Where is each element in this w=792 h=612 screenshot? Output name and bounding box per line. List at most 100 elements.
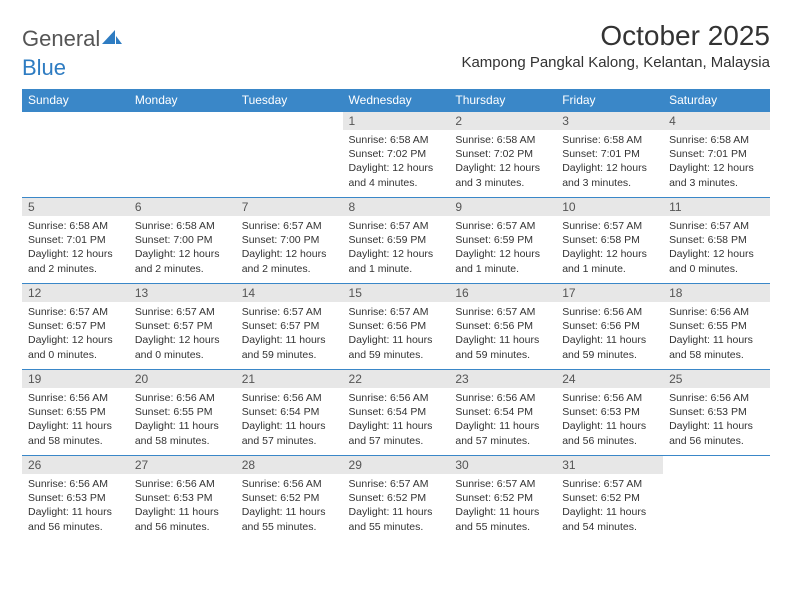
sunrise-text: Sunrise: 6:57 AM <box>135 305 230 319</box>
sunset-text: Sunset: 6:53 PM <box>135 491 230 505</box>
day-number: 19 <box>22 370 129 388</box>
day-number <box>663 456 770 474</box>
daylight-text: Daylight: 11 hours and 57 minutes. <box>242 419 337 447</box>
day-content: Sunrise: 6:56 AMSunset: 6:55 PMDaylight:… <box>22 388 129 452</box>
sunset-text: Sunset: 6:53 PM <box>562 405 657 419</box>
day-number: 24 <box>556 370 663 388</box>
day-number: 6 <box>129 198 236 216</box>
sunrise-text: Sunrise: 6:58 AM <box>669 133 764 147</box>
sunrise-text: Sunrise: 6:56 AM <box>669 305 764 319</box>
day-number: 29 <box>343 456 450 474</box>
day-number: 5 <box>22 198 129 216</box>
daylight-text: Daylight: 11 hours and 59 minutes. <box>349 333 444 361</box>
sunset-text: Sunset: 6:56 PM <box>562 319 657 333</box>
calendar-cell <box>236 112 343 198</box>
calendar-cell: 8Sunrise: 6:57 AMSunset: 6:59 PMDaylight… <box>343 198 450 284</box>
calendar-cell: 17Sunrise: 6:56 AMSunset: 6:56 PMDayligh… <box>556 284 663 370</box>
sunset-text: Sunset: 6:57 PM <box>135 319 230 333</box>
day-content: Sunrise: 6:57 AMSunset: 6:52 PMDaylight:… <box>449 474 556 538</box>
day-content: Sunrise: 6:58 AMSunset: 7:02 PMDaylight:… <box>449 130 556 194</box>
calendar-cell: 28Sunrise: 6:56 AMSunset: 6:52 PMDayligh… <box>236 456 343 542</box>
calendar-week-row: 12Sunrise: 6:57 AMSunset: 6:57 PMDayligh… <box>22 284 770 370</box>
day-content: Sunrise: 6:56 AMSunset: 6:54 PMDaylight:… <box>449 388 556 452</box>
day-number: 11 <box>663 198 770 216</box>
logo: General <box>22 26 122 52</box>
day-content: Sunrise: 6:57 AMSunset: 6:57 PMDaylight:… <box>236 302 343 366</box>
calendar-cell: 16Sunrise: 6:57 AMSunset: 6:56 PMDayligh… <box>449 284 556 370</box>
day-content: Sunrise: 6:57 AMSunset: 6:58 PMDaylight:… <box>556 216 663 280</box>
day-number <box>236 112 343 130</box>
calendar-cell: 21Sunrise: 6:56 AMSunset: 6:54 PMDayligh… <box>236 370 343 456</box>
location-text: Kampong Pangkal Kalong, Kelantan, Malays… <box>461 54 770 71</box>
sunrise-text: Sunrise: 6:56 AM <box>28 391 123 405</box>
daylight-text: Daylight: 12 hours and 1 minute. <box>349 247 444 275</box>
sunset-text: Sunset: 6:59 PM <box>455 233 550 247</box>
sunrise-text: Sunrise: 6:58 AM <box>349 133 444 147</box>
calendar-cell: 10Sunrise: 6:57 AMSunset: 6:58 PMDayligh… <box>556 198 663 284</box>
calendar-week-row: 26Sunrise: 6:56 AMSunset: 6:53 PMDayligh… <box>22 456 770 542</box>
calendar-table: SundayMondayTuesdayWednesdayThursdayFrid… <box>22 89 770 542</box>
day-number: 18 <box>663 284 770 302</box>
calendar-head: SundayMondayTuesdayWednesdayThursdayFrid… <box>22 89 770 112</box>
daylight-text: Daylight: 12 hours and 2 minutes. <box>135 247 230 275</box>
day-number: 2 <box>449 112 556 130</box>
weekday-header: Monday <box>129 89 236 112</box>
weekday-header: Wednesday <box>343 89 450 112</box>
calendar-cell: 25Sunrise: 6:56 AMSunset: 6:53 PMDayligh… <box>663 370 770 456</box>
daylight-text: Daylight: 11 hours and 56 minutes. <box>135 505 230 533</box>
daylight-text: Daylight: 11 hours and 59 minutes. <box>562 333 657 361</box>
sunset-text: Sunset: 6:56 PM <box>349 319 444 333</box>
day-number: 3 <box>556 112 663 130</box>
calendar-cell: 24Sunrise: 6:56 AMSunset: 6:53 PMDayligh… <box>556 370 663 456</box>
sunrise-text: Sunrise: 6:58 AM <box>562 133 657 147</box>
day-number: 16 <box>449 284 556 302</box>
sunrise-text: Sunrise: 6:58 AM <box>135 219 230 233</box>
day-number: 7 <box>236 198 343 216</box>
sunrise-text: Sunrise: 6:58 AM <box>455 133 550 147</box>
day-number: 31 <box>556 456 663 474</box>
daylight-text: Daylight: 12 hours and 2 minutes. <box>242 247 337 275</box>
day-number: 4 <box>663 112 770 130</box>
sunrise-text: Sunrise: 6:57 AM <box>455 305 550 319</box>
day-number: 15 <box>343 284 450 302</box>
calendar-cell: 29Sunrise: 6:57 AMSunset: 6:52 PMDayligh… <box>343 456 450 542</box>
month-title: October 2025 <box>461 20 770 52</box>
day-content: Sunrise: 6:58 AMSunset: 7:02 PMDaylight:… <box>343 130 450 194</box>
calendar-week-row: 1Sunrise: 6:58 AMSunset: 7:02 PMDaylight… <box>22 112 770 198</box>
calendar-cell: 2Sunrise: 6:58 AMSunset: 7:02 PMDaylight… <box>449 112 556 198</box>
sunset-text: Sunset: 6:52 PM <box>349 491 444 505</box>
sunrise-text: Sunrise: 6:56 AM <box>562 391 657 405</box>
sunrise-text: Sunrise: 6:56 AM <box>455 391 550 405</box>
sunset-text: Sunset: 6:59 PM <box>349 233 444 247</box>
daylight-text: Daylight: 11 hours and 57 minutes. <box>349 419 444 447</box>
sunrise-text: Sunrise: 6:57 AM <box>562 477 657 491</box>
calendar-cell: 27Sunrise: 6:56 AMSunset: 6:53 PMDayligh… <box>129 456 236 542</box>
sunrise-text: Sunrise: 6:56 AM <box>28 477 123 491</box>
calendar-cell: 9Sunrise: 6:57 AMSunset: 6:59 PMDaylight… <box>449 198 556 284</box>
title-block: October 2025 Kampong Pangkal Kalong, Kel… <box>461 20 770 71</box>
calendar-cell: 7Sunrise: 6:57 AMSunset: 7:00 PMDaylight… <box>236 198 343 284</box>
calendar-cell: 6 Sunrise: 6:58 AMSunset: 7:00 PMDaylight… <box>129 198 236 284</box>
sunrise-text: Sunrise: 6:57 AM <box>455 477 550 491</box>
calendar-cell <box>22 112 129 198</box>
logo-text-2: Blue <box>22 55 66 81</box>
sunrise-text: Sunrise: 6:58 AM <box>28 219 123 233</box>
day-content: Sunrise: 6:57 AMSunset: 6:58 PMDaylight:… <box>663 216 770 280</box>
day-number: 26 <box>22 456 129 474</box>
sunset-text: Sunset: 6:58 PM <box>669 233 764 247</box>
sunset-text: Sunset: 6:52 PM <box>242 491 337 505</box>
day-content: Sunrise: 6:57 AMSunset: 6:57 PMDaylight:… <box>129 302 236 366</box>
sunrise-text: Sunrise: 6:57 AM <box>242 305 337 319</box>
day-content: Sunrise: 6:58 AMSunset: 7:01 PMDaylight:… <box>22 216 129 280</box>
sunset-text: Sunset: 7:01 PM <box>28 233 123 247</box>
day-number: 10 <box>556 198 663 216</box>
sunrise-text: Sunrise: 6:57 AM <box>349 219 444 233</box>
sunrise-text: Sunrise: 6:56 AM <box>135 477 230 491</box>
daylight-text: Daylight: 12 hours and 1 minute. <box>455 247 550 275</box>
logo-text-1: General <box>22 26 100 52</box>
calendar-cell <box>663 456 770 542</box>
daylight-text: Daylight: 12 hours and 0 minutes. <box>28 333 123 361</box>
sunset-text: Sunset: 7:00 PM <box>135 233 230 247</box>
calendar-cell: 12Sunrise: 6:57 AMSunset: 6:57 PMDayligh… <box>22 284 129 370</box>
daylight-text: Daylight: 11 hours and 54 minutes. <box>562 505 657 533</box>
